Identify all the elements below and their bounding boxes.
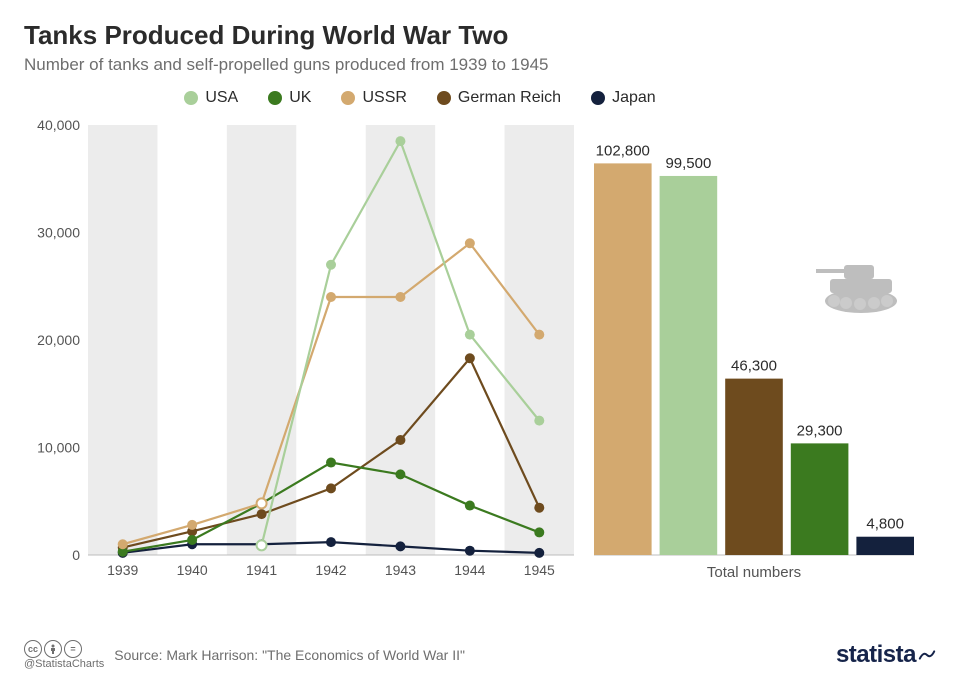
legend: USA UK USSR German Reich Japan	[0, 89, 936, 107]
series-marker	[326, 458, 336, 468]
source-text: Source: Mark Harrison: "The Economics of…	[114, 647, 465, 663]
series-marker	[534, 548, 544, 558]
legend-dot	[184, 91, 198, 105]
legend-item: Japan	[591, 89, 656, 107]
bar-value-label: 102,800	[596, 142, 650, 159]
series-line	[123, 358, 540, 547]
bar-value-label: 29,300	[797, 422, 843, 439]
x-tick-label: 1941	[246, 562, 277, 578]
series-marker	[534, 527, 544, 537]
series-marker	[534, 416, 544, 426]
cc-license-icons: cc =	[24, 640, 104, 658]
x-tick-label: 1945	[524, 562, 555, 578]
legend-item: UK	[268, 89, 311, 107]
series-marker	[395, 469, 405, 479]
series-marker	[465, 330, 475, 340]
series-line	[123, 243, 540, 544]
x-tick-label: 1944	[454, 562, 485, 578]
series-marker	[326, 483, 336, 493]
bar	[594, 163, 652, 555]
series-marker	[257, 509, 267, 519]
legend-label: German Reich	[458, 89, 561, 107]
bar	[725, 379, 783, 555]
bar-value-label: 46,300	[731, 358, 777, 375]
x-tick-label: 1939	[107, 562, 138, 578]
legend-label: USSR	[362, 89, 406, 107]
handle: @StatistaCharts	[24, 658, 104, 670]
nd-icon: =	[64, 640, 82, 658]
bar	[660, 176, 718, 555]
series-marker	[395, 292, 405, 302]
legend-dot	[591, 91, 605, 105]
statista-logo: statista	[836, 641, 936, 669]
x-tick-label: 1940	[177, 562, 208, 578]
stripe	[88, 125, 157, 555]
series-marker	[118, 539, 128, 549]
by-icon	[44, 640, 62, 658]
line-chart: 0 10,000 20,000 30,000 40,000 1939 1940 1941 194…	[24, 115, 584, 595]
stripe	[366, 125, 435, 555]
footer: cc = @StatistaCharts Source: Mark Harris…	[24, 640, 936, 670]
series-marker	[326, 260, 336, 270]
series-marker	[257, 540, 267, 550]
legend-item: USA	[184, 89, 238, 107]
y-tick-label: 10,000	[37, 440, 80, 456]
series-marker	[465, 238, 475, 248]
legend-label: UK	[289, 89, 311, 107]
series-marker	[534, 503, 544, 513]
series-marker	[395, 435, 405, 445]
y-tick-label: 0	[72, 547, 80, 563]
stripe	[505, 125, 574, 555]
series-marker	[326, 292, 336, 302]
y-tick-label: 30,000	[37, 225, 80, 241]
legend-dot	[341, 91, 355, 105]
legend-dot	[437, 91, 451, 105]
bar-chart: 102,800 99,500 46,300 29,300 4,800 Total numb…	[584, 115, 934, 595]
series-marker	[187, 535, 197, 545]
bar	[791, 443, 849, 555]
legend-dot	[268, 91, 282, 105]
legend-item: German Reich	[437, 89, 561, 107]
chart-area: 0 10,000 20,000 30,000 40,000 1939 1940 1941 194…	[24, 115, 936, 595]
series-marker	[395, 136, 405, 146]
series-marker	[257, 498, 267, 508]
x-tick-label: 1942	[315, 562, 346, 578]
series-marker	[465, 546, 475, 556]
bar-caption: Total numbers	[707, 564, 801, 581]
bar	[856, 537, 914, 555]
tank-icon	[816, 255, 906, 320]
legend-item: USSR	[341, 89, 406, 107]
series-marker	[534, 330, 544, 340]
y-tick-label: 20,000	[37, 332, 80, 348]
y-tick-label: 40,000	[37, 117, 80, 133]
x-tick-label: 1943	[385, 562, 416, 578]
series-marker	[395, 541, 405, 551]
page-subtitle: Number of tanks and self-propelled guns …	[24, 55, 936, 75]
series-marker	[187, 520, 197, 530]
bar-value-label: 4,800	[866, 516, 904, 533]
legend-label: USA	[205, 89, 238, 107]
series-marker	[326, 537, 336, 547]
series-marker	[465, 353, 475, 363]
legend-label: Japan	[612, 89, 656, 107]
page-title: Tanks Produced During World War Two	[24, 20, 936, 51]
stripe	[227, 125, 296, 555]
bar-value-label: 99,500	[665, 155, 711, 172]
series-marker	[465, 501, 475, 511]
cc-icon: cc	[24, 640, 42, 658]
